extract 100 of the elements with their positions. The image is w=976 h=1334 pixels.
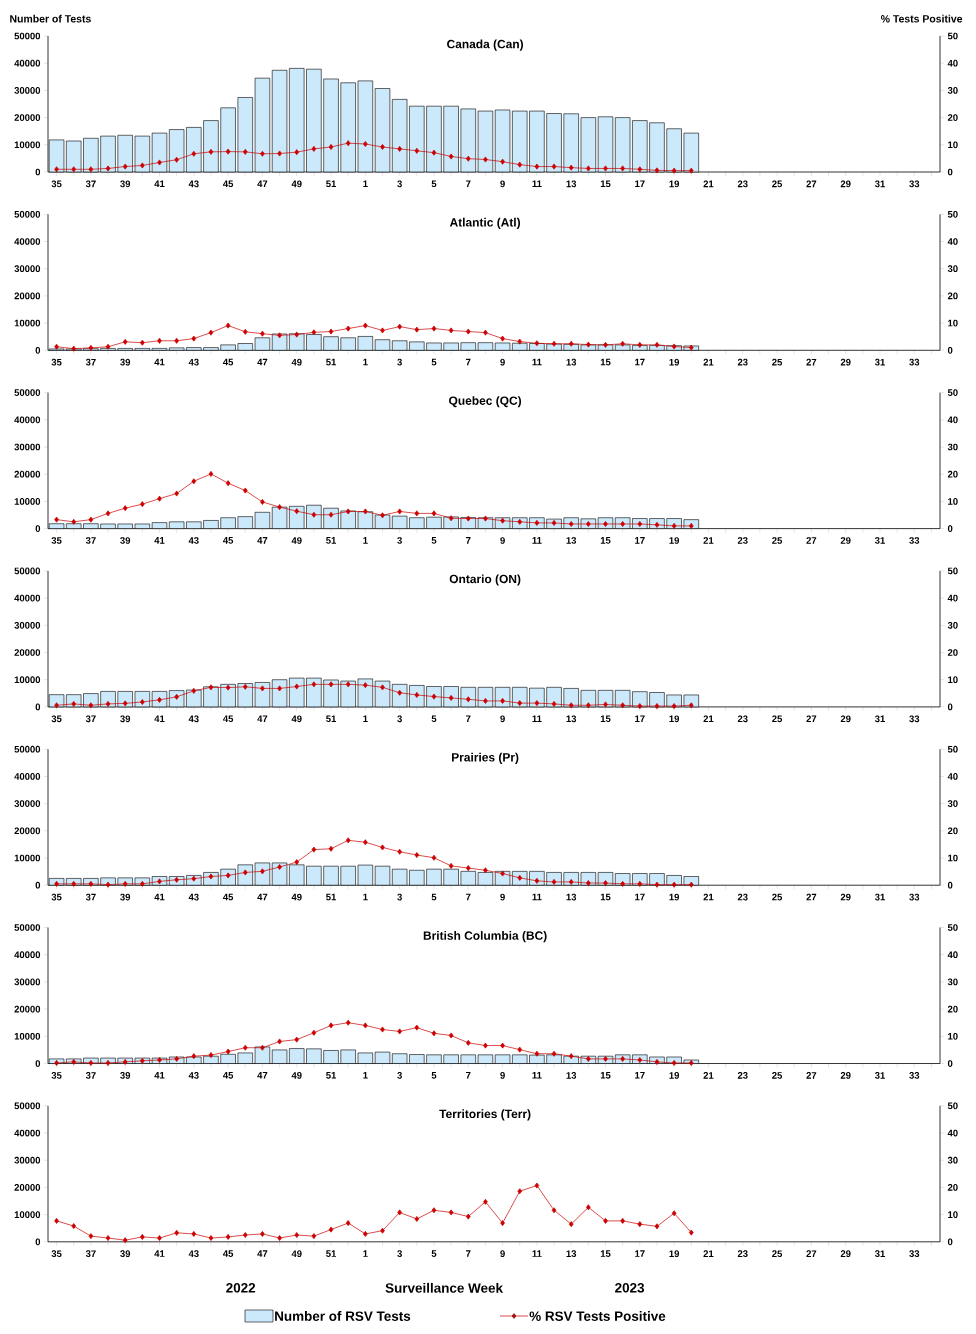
x-tick-label: 27 (806, 893, 817, 901)
chart-title: British Columbia (BC) (423, 931, 547, 943)
y-tick-label: 30000 (14, 1156, 41, 1164)
point (105, 165, 111, 172)
y-tick-label: 0 (35, 703, 41, 711)
x-tick-label: 45 (223, 1072, 234, 1079)
point (431, 510, 437, 517)
x-tick-label: 33 (909, 1250, 920, 1258)
x-tick-label: 5 (431, 537, 437, 544)
x-tick-label: 21 (703, 715, 714, 723)
point (620, 340, 625, 347)
point (71, 166, 77, 173)
y2-tick-label: 20 (947, 1184, 958, 1191)
point (603, 165, 608, 172)
point (620, 702, 625, 709)
x-tick-label: 27 (806, 180, 817, 188)
point (671, 881, 677, 888)
point (54, 702, 59, 709)
x-tick-label: 35 (51, 715, 62, 723)
point (500, 1042, 505, 1049)
x-tick-label: 3 (397, 358, 402, 366)
point (277, 332, 282, 339)
point (620, 165, 625, 172)
point (71, 1058, 77, 1065)
point (122, 163, 128, 170)
x-tick-label: 5 (431, 893, 437, 901)
y2-tick-label: 30 (947, 265, 958, 273)
y2-tick-label: 0 (947, 1060, 953, 1067)
y-tick-label: 50000 (14, 32, 41, 40)
y-tick-label: 30000 (14, 800, 41, 807)
y2-axis-title: % Tests Positive (880, 14, 963, 23)
point (242, 683, 248, 690)
point (620, 880, 625, 887)
y2-tick-label: 20 (947, 649, 958, 656)
point (688, 167, 694, 174)
x-tick-label: 39 (120, 1250, 131, 1258)
point (311, 681, 317, 688)
point (551, 1207, 557, 1214)
point (431, 149, 437, 156)
x-tick-label: 1 (363, 893, 368, 901)
y-tick-label: 20000 (14, 1005, 41, 1013)
point (380, 512, 385, 519)
y2-tick-label: 0 (947, 881, 953, 889)
x-tick-label: 3 (397, 1250, 402, 1258)
point (54, 1060, 59, 1066)
x-tick-label: 15 (600, 358, 611, 366)
y2-tick-label: 30 (947, 443, 958, 451)
point (380, 684, 385, 691)
point (534, 700, 540, 707)
x-tick-label: 29 (840, 537, 851, 544)
y-tick-label: 0 (35, 1060, 41, 1067)
y-tick-label: 20000 (14, 292, 41, 300)
y-tick-label: 0 (35, 525, 41, 532)
y2-tick-label: 10 (948, 1211, 958, 1218)
x-tick-label: 9 (500, 893, 505, 901)
point (637, 1221, 643, 1228)
x-tick-label: 1 (363, 1250, 368, 1257)
point (88, 516, 94, 523)
x-tick-label: 41 (154, 1072, 165, 1079)
point (363, 322, 368, 329)
y2-tick-label: 30 (947, 621, 958, 629)
y-tick-label: 20000 (14, 649, 41, 656)
point (328, 144, 334, 150)
y-tick-label: 30000 (14, 265, 41, 273)
x-tick-label: 23 (737, 358, 748, 366)
x-tick-label: 49 (291, 1072, 302, 1079)
point (671, 167, 677, 174)
point (448, 327, 454, 334)
text: 2023 (615, 1283, 645, 1293)
y2-tick-label: 50 (947, 567, 958, 575)
x-tick-label: 51 (326, 1072, 337, 1079)
x-tick-label: 19 (669, 537, 680, 544)
point (363, 1230, 368, 1237)
x-tick-label: 17 (635, 537, 645, 544)
y-tick-label: 10000 (14, 319, 41, 327)
point (688, 702, 694, 709)
x-tick-label: 51 (326, 715, 337, 723)
point (225, 480, 231, 487)
point (140, 1233, 145, 1240)
point (54, 166, 59, 173)
x-tick-label: 37 (85, 537, 96, 544)
chart-title: Atlantic (Atl) (449, 217, 521, 229)
x-tick-label: 25 (772, 1072, 783, 1079)
x-tick-label: 21 (703, 358, 714, 366)
point (448, 153, 454, 160)
point (328, 1022, 334, 1029)
x-tick-label: 31 (874, 715, 885, 723)
x-tick-label: 47 (257, 1072, 268, 1079)
x-tick-label: 7 (466, 715, 471, 722)
chart-title: Quebec (QC) (449, 396, 522, 408)
x-axis-title: Surveillance Week (385, 1282, 504, 1293)
point (465, 515, 471, 522)
y-tick-label: 50000 (14, 1102, 41, 1110)
x-tick-label: 47 (257, 1250, 268, 1257)
x-tick-label: 3 (397, 537, 402, 544)
x-tick-label: 1 (363, 180, 368, 188)
point (174, 337, 179, 344)
point (122, 1237, 128, 1244)
x-tick-label: 21 (703, 180, 714, 188)
point (294, 331, 300, 338)
